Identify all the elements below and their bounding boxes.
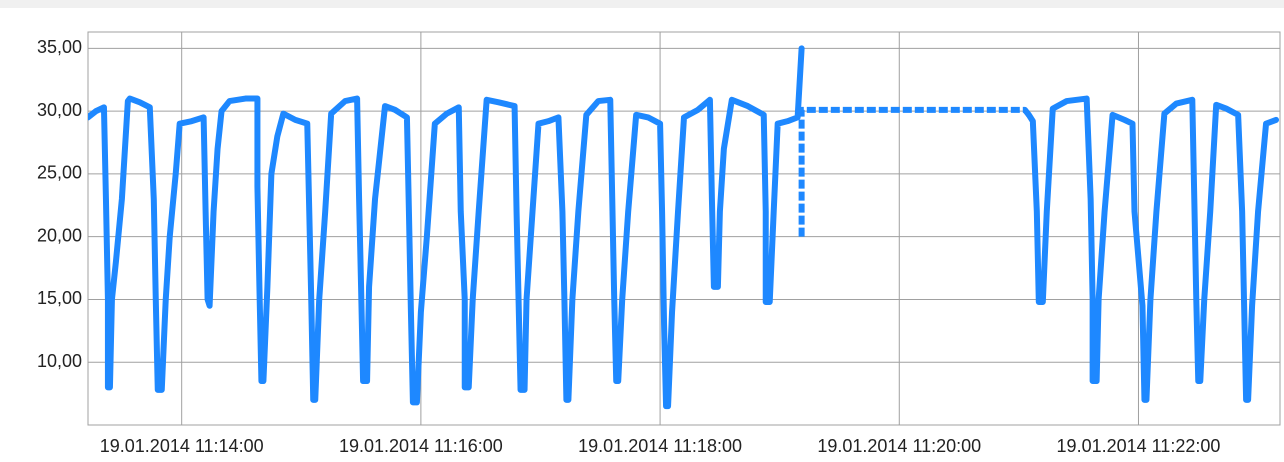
data-line bbox=[88, 45, 805, 410]
x-tick-label: 19.01.2014 11:22:00 bbox=[1057, 436, 1221, 456]
labels: 10,00 15,00 20,00 25,00 30,00 35,00 19.01.2014… bbox=[37, 37, 1220, 456]
x-tick-label: 19.01.2014 11:16:00 bbox=[339, 436, 503, 456]
data-line bbox=[1025, 95, 1280, 403]
y-tick-label: 15,00 bbox=[37, 288, 82, 308]
x-tick-label: 19.01.2014 11:20:00 bbox=[817, 436, 981, 456]
grid bbox=[88, 32, 1280, 425]
y-tick-label: 35,00 bbox=[37, 37, 82, 57]
y-tick-label: 25,00 bbox=[37, 163, 82, 183]
data-line bbox=[798, 106, 1032, 237]
y-tick-label: 20,00 bbox=[37, 225, 82, 245]
y-tick-label: 10,00 bbox=[37, 351, 82, 371]
x-tick-label: 19.01.2014 11:18:00 bbox=[578, 436, 742, 456]
y-tick-label: 30,00 bbox=[37, 100, 82, 120]
lines bbox=[88, 45, 1280, 410]
x-tick-label: 19.01.2014 11:14:00 bbox=[100, 436, 264, 456]
top-strip bbox=[0, 0, 1284, 8]
